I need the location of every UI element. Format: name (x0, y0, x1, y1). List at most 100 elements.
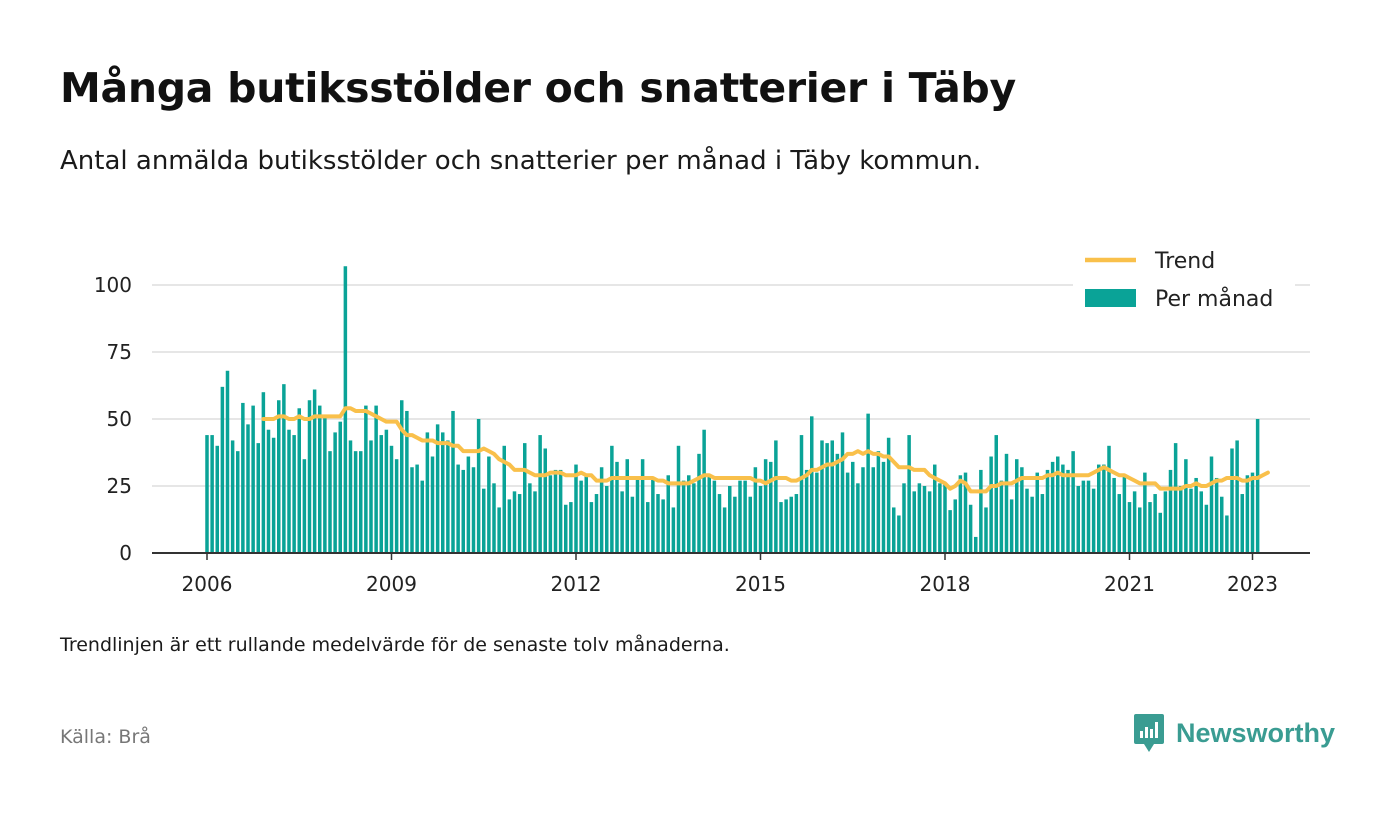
bar-month-155 (999, 480, 1004, 553)
bar-month-104 (738, 480, 742, 553)
bar-month-81 (620, 491, 624, 553)
bar-month-146 (953, 499, 957, 553)
bar-month-84 (635, 477, 640, 553)
trend-line-group (261, 406, 1270, 494)
bar-month-71 (569, 502, 573, 553)
bar-month-41 (415, 464, 419, 553)
bar-month-165 (1050, 461, 1055, 553)
bar-month-130 (871, 467, 875, 553)
x-tick-label: 2015 (735, 572, 786, 596)
bar-month-174 (1097, 464, 1101, 553)
bar-month-151 (979, 469, 983, 553)
bar-month-135 (897, 515, 901, 553)
bar-month-91 (671, 507, 676, 553)
bar-month-123 (835, 453, 840, 553)
bar-month-26 (338, 421, 342, 553)
y-tick-label: 0 (119, 541, 132, 565)
bar-month-72 (574, 464, 578, 553)
bar-month-47 (446, 440, 450, 553)
bar-month-118 (810, 416, 814, 553)
bar-month-56 (492, 483, 496, 553)
bar-month-75 (589, 502, 594, 553)
bar-month-163 (1040, 494, 1045, 553)
bar-month-148 (963, 472, 968, 553)
bar-month-164 (1045, 469, 1050, 553)
bar-month-196 (1209, 456, 1214, 553)
bar-month-150 (974, 536, 978, 553)
bar-month-166 (1056, 456, 1060, 553)
bar-month-69 (558, 469, 563, 553)
bar-month-52 (471, 467, 476, 553)
y-tick-label: 100 (94, 273, 132, 297)
bar-month-185 (1153, 494, 1157, 553)
bar-month-161 (1030, 496, 1034, 553)
legend-background (1073, 244, 1295, 324)
bar-month-194 (1199, 491, 1203, 553)
bar-month-168 (1066, 469, 1070, 553)
bar-month-125 (845, 472, 850, 553)
bar-month-79 (610, 445, 614, 553)
bar-month-77 (599, 467, 604, 553)
source-credit: Källa: Brå (60, 726, 151, 748)
bar-month-172 (1086, 480, 1091, 553)
bar-month-40 (410, 467, 414, 553)
bar-month-131 (876, 451, 881, 553)
bar-month-175 (1102, 464, 1106, 553)
bar-month-44 (430, 456, 435, 553)
bar-month-21 (312, 389, 317, 553)
y-tick-label: 75 (107, 340, 132, 364)
bar-month-86 (646, 502, 650, 553)
bar-month-181 (1132, 491, 1137, 553)
bar-month-8 (246, 424, 250, 553)
bar-month-147 (958, 475, 963, 553)
bar-month-65 (538, 435, 542, 553)
bar-month-92 (676, 445, 681, 553)
bar-month-153 (989, 456, 993, 553)
y-tick-label: 50 (107, 407, 132, 431)
bar-month-200 (1230, 448, 1234, 553)
bar-month-67 (548, 475, 553, 553)
bar-month-105 (743, 480, 747, 553)
bar-month-16 (287, 429, 291, 553)
bar-month-205 (1255, 419, 1260, 553)
bar-month-103 (733, 496, 737, 553)
bar-month-162 (1035, 472, 1039, 553)
bar-month-154 (994, 435, 998, 553)
bar-month-203 (1245, 475, 1250, 553)
bar-month-10 (256, 443, 260, 553)
bar-month-37 (394, 459, 399, 553)
bar-month-112 (779, 502, 783, 553)
chart-note: Trendlinjen är ett rullande medelvärde f… (60, 634, 730, 656)
bar-month-68 (553, 469, 558, 553)
bar-month-144 (943, 483, 947, 553)
bar-month-182 (1138, 507, 1142, 553)
bar-month-102 (728, 486, 732, 553)
x-tick-label: 2018 (920, 572, 971, 596)
brand-logo[interactable]: Newsworthy (1132, 712, 1335, 754)
bar-month-49 (456, 464, 460, 553)
bar-month-116 (799, 435, 804, 553)
bar-month-201 (1235, 440, 1239, 553)
bar-month-62 (523, 443, 527, 553)
bar-month-29 (353, 451, 358, 553)
bar-month-73 (579, 480, 583, 553)
bar-month-90 (666, 475, 670, 553)
bar-month-18 (297, 408, 301, 553)
bar-month-2 (215, 445, 219, 553)
bar-month-61 (517, 494, 522, 553)
bar-month-22 (318, 405, 322, 553)
bar-month-98 (707, 475, 711, 553)
bar-month-45 (435, 424, 440, 553)
bar-month-187 (1163, 491, 1168, 553)
bar-month-85 (640, 459, 645, 553)
bar-month-1 (210, 435, 214, 553)
bar-month-31 (364, 405, 368, 553)
chart-subtitle: Antal anmälda butiksstölder och snatteri… (60, 146, 982, 176)
bar-month-96 (697, 453, 701, 553)
newsworthy-logo-icon (1134, 714, 1164, 752)
bar-month-170 (1076, 486, 1080, 553)
bar-month-25 (333, 432, 337, 553)
bar-month-198 (1220, 496, 1224, 553)
bar-month-88 (656, 494, 660, 553)
bar-month-186 (1158, 512, 1162, 553)
